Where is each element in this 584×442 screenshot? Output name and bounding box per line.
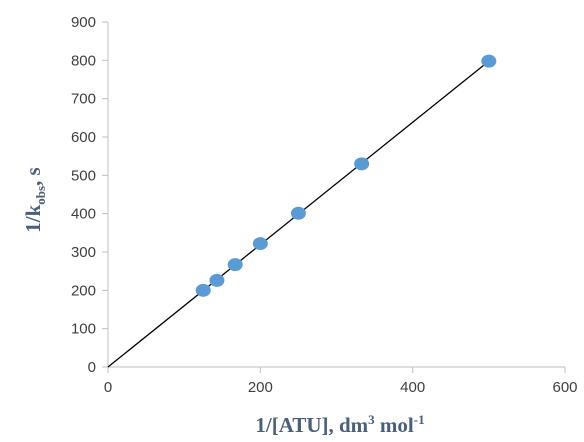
y-tick-label: 400 (71, 206, 96, 223)
y-tick-label: 700 (71, 91, 96, 108)
x-axis-title-sup2: -1 (414, 412, 425, 427)
data-point (195, 283, 211, 297)
y-axis-title-base: 1/k (21, 204, 45, 232)
x-axis-title-sup1: 3 (368, 412, 375, 427)
y-tick-label: 600 (71, 129, 96, 146)
data-point (481, 54, 497, 68)
y-tick-label: 800 (71, 52, 96, 69)
y-axis-title-subscript: obs (33, 186, 48, 205)
x-tick-label: 600 (552, 379, 577, 396)
y-axis-title-tail: , s (21, 167, 45, 186)
y-tick-label: 500 (71, 167, 96, 184)
data-point (209, 273, 225, 287)
y-tick-label: 300 (71, 244, 96, 261)
x-tick-label: 200 (248, 379, 273, 396)
y-axis: 0 100 200 300 400 500 600 700 800 900 (71, 14, 109, 376)
y-tick-label: 900 (71, 14, 96, 31)
data-point (354, 157, 370, 171)
y-tick-label: 0 (88, 359, 96, 376)
data-points (195, 54, 497, 297)
x-axis-title-base: 1/[ATU], dm (255, 413, 368, 437)
x-axis: 0 200 400 600 (104, 366, 578, 396)
x-tick-label: 400 (400, 379, 425, 396)
data-point (227, 258, 243, 272)
y-tick-label: 100 (71, 321, 96, 338)
data-point (290, 206, 306, 220)
y-tick-label: 200 (71, 282, 96, 299)
x-axis-title-mid: mol (375, 413, 414, 437)
x-axis-title: 1/[ATU], dm3 mol-1 (255, 412, 424, 437)
y-axis-title: 1/kobs, s (21, 167, 48, 233)
data-point (252, 237, 268, 251)
x-tick-label: 0 (104, 379, 112, 396)
